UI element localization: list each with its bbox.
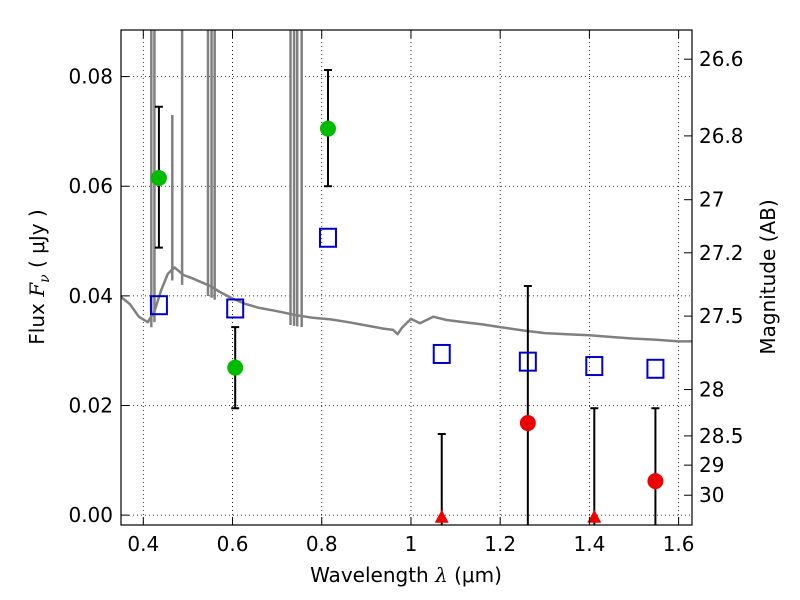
data-markers bbox=[149, 120, 665, 523]
right-tick-label: 26.8 bbox=[699, 124, 744, 148]
x-tick-label: 1.2 bbox=[484, 532, 516, 556]
right-tick-label: 28 bbox=[699, 378, 724, 402]
right-axis-label: Magnitude (AB) bbox=[756, 199, 780, 354]
model-photometry-point bbox=[149, 295, 168, 316]
detection-point bbox=[319, 120, 336, 137]
model-photometry-point bbox=[432, 343, 451, 364]
y-tick-label: 0.02 bbox=[68, 393, 113, 417]
y-tick-label: 0.06 bbox=[68, 174, 113, 198]
model-spectrum bbox=[121, 30, 692, 343]
nondetection-point bbox=[647, 473, 664, 490]
plot-frame bbox=[120, 29, 693, 526]
axis-ticks: 0.4 0.6 0.8 1 1.2 1.4 1.6 0.00 0.02 0.04 0.06 0.08 2… bbox=[68, 30, 744, 556]
model-photometry-point bbox=[518, 351, 537, 372]
model-photometry-point bbox=[226, 298, 245, 319]
x-tick-label: 1 bbox=[405, 532, 418, 556]
model-photometry-point bbox=[646, 358, 665, 379]
y-tick-label: 0.08 bbox=[68, 65, 113, 89]
nondetection-point bbox=[519, 415, 536, 432]
upper-limit-marker bbox=[434, 509, 449, 523]
right-tick-label: 28.5 bbox=[699, 424, 744, 448]
x-tick-label: 1.4 bbox=[573, 532, 605, 556]
x-tick-label: 0.4 bbox=[127, 532, 159, 556]
x-axis-label: Wavelength λ (μm) bbox=[310, 563, 502, 587]
upper-limit-marker bbox=[587, 509, 602, 523]
spectrum-continuum bbox=[121, 266, 692, 343]
x-tick-label: 0.6 bbox=[217, 532, 249, 556]
right-tick-label: 30 bbox=[699, 483, 724, 507]
y-tick-label: 0.04 bbox=[68, 284, 113, 308]
right-tick-label: 29 bbox=[699, 453, 724, 477]
detection-point bbox=[227, 359, 244, 376]
right-tick-label: 27.5 bbox=[699, 304, 744, 328]
model-photometry-point bbox=[318, 227, 337, 248]
grid bbox=[121, 30, 692, 525]
right-tick-label: 26.6 bbox=[699, 47, 744, 71]
right-tick-label: 27.2 bbox=[699, 241, 744, 265]
x-tick-label: 1.6 bbox=[663, 532, 695, 556]
x-tick-label: 0.8 bbox=[306, 532, 338, 556]
y-tick-label: 0.00 bbox=[68, 503, 113, 527]
y-axis-label: Flux Fν ( μJy ) bbox=[25, 209, 53, 344]
right-tick-label: 27 bbox=[699, 188, 724, 212]
detection-point bbox=[150, 170, 167, 187]
model-photometry-point bbox=[585, 356, 604, 377]
